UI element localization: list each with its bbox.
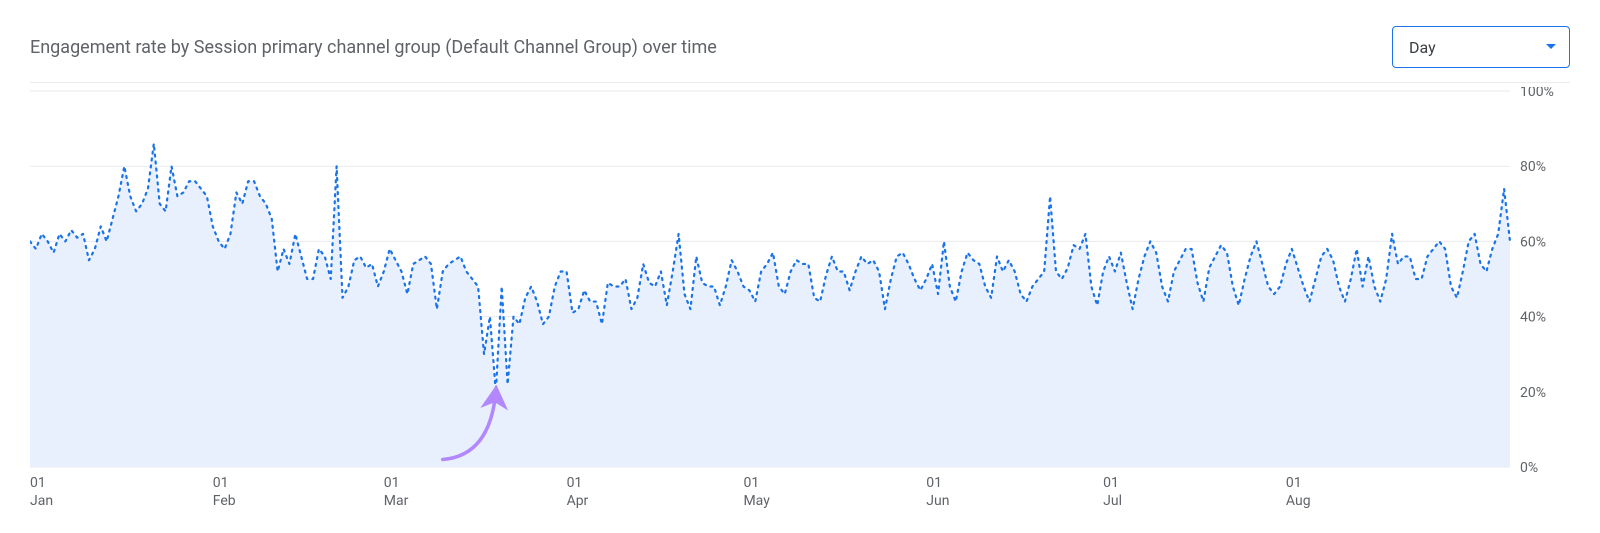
x-axis-tick-month: Jun (926, 493, 949, 509)
x-axis-tick-day: 01 (926, 475, 942, 491)
x-axis-tick-day: 01 (213, 475, 229, 491)
y-axis-tick-label: 40% (1520, 310, 1546, 326)
y-axis-tick-label: 20% (1520, 385, 1546, 401)
line-chart-svg: 0% 20% 40% 60% 80% 100% 01 Jan 01 Feb 01 Mar 01 Apr 01… (30, 87, 1570, 517)
chart-area: 0% 20% 40% 60% 80% 100% 01 Jan 01 Feb 01 Mar 01 Apr 01… (30, 87, 1570, 517)
y-axis-tick-label: 60% (1520, 234, 1546, 250)
x-axis-tick-month: Jan (30, 493, 53, 509)
y-axis-tick-label: 0% (1520, 460, 1538, 476)
x-axis-tick-month: Jul (1103, 493, 1122, 509)
chevron-down-icon (1545, 43, 1557, 51)
x-axis-tick-month: Feb (213, 493, 236, 509)
series-area-fill (30, 144, 1510, 467)
chart-title: Engagement rate by Session primary chann… (30, 37, 717, 58)
y-axis-tick-label: 100% (1520, 87, 1554, 100)
granularity-dropdown-label: Day (1409, 38, 1436, 57)
x-axis-tick-day: 01 (1286, 475, 1302, 491)
x-axis-tick-month: Aug (1286, 493, 1311, 509)
x-axis-tick-month: Apr (567, 493, 589, 509)
granularity-dropdown[interactable]: Day (1392, 26, 1570, 68)
chart-header: Engagement rate by Session primary chann… (30, 26, 1570, 83)
chart-card: Engagement rate by Session primary chann… (0, 0, 1600, 533)
y-axis-tick-label: 80% (1520, 159, 1546, 175)
x-axis-tick-day: 01 (30, 475, 46, 491)
x-axis-tick-day: 01 (567, 475, 583, 491)
x-axis-tick-day: 01 (743, 475, 759, 491)
x-axis-tick-month: May (743, 493, 770, 509)
x-axis-tick-day: 01 (1103, 475, 1119, 491)
x-axis-tick-month: Mar (384, 493, 409, 509)
x-axis-tick-day: 01 (384, 475, 400, 491)
